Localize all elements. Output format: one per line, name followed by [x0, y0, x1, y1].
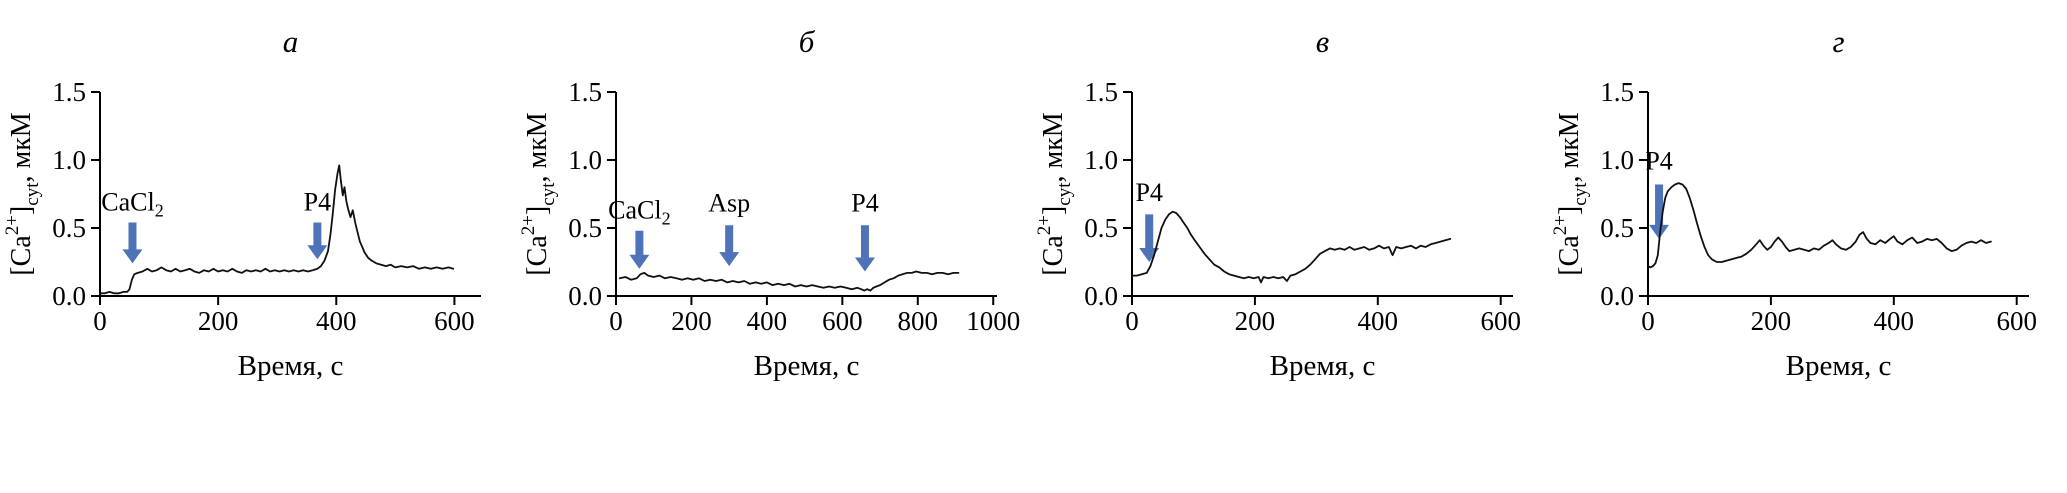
x-tick-label: 400 [1874, 306, 1915, 336]
x-tick-label: 400 [316, 306, 357, 336]
x-tick-label: 600 [1480, 306, 1521, 336]
x-tick-label: 400 [1358, 306, 1399, 336]
panel-title: б [799, 24, 816, 59]
data-trace [1647, 182, 1992, 269]
y-tick-label: 1.5 [568, 77, 602, 107]
x-tick-label: 800 [898, 306, 939, 336]
y-tick-label: 0.5 [568, 213, 602, 243]
annotation-label: Asp [708, 189, 750, 218]
panel-title: г [1832, 24, 1844, 59]
x-tick-label: 1000 [966, 306, 1020, 336]
y-tick-label: 1.5 [1600, 77, 1634, 107]
addition-arrow-icon [629, 230, 650, 269]
y-tick-label: 0.0 [568, 281, 602, 311]
panel-title: а [283, 24, 299, 59]
x-tick-label: 600 [1996, 306, 2037, 336]
x-tick-label: 200 [1235, 306, 1276, 336]
data-trace [618, 270, 960, 292]
addition-arrow-icon [1139, 214, 1160, 262]
y-axis-label: [Ca2+]cyt, мкМ [1550, 112, 1591, 276]
chart-panel: в 0 200 400 600 0.0 0.5 1.0 1.5 Время, с [Ca2+]cyt… [1032, 0, 1548, 493]
x-tick-label: 200 [671, 306, 712, 336]
y-axis-label: [Ca2+]cyt, мкМ [1034, 112, 1075, 276]
x-tick-label: 0 [1125, 306, 1139, 336]
chart-canvas: в 0 200 400 600 0.0 0.5 1.0 1.5 Время, с [Ca2+]cyt… [1034, 24, 1521, 382]
chart-panel: б 0 200 400 600 800 1000 0.0 0.5 1.0 1.5 Время, с [C… [516, 0, 1032, 493]
x-tick-label: 600 [434, 306, 475, 336]
annotation-label: P4 [304, 187, 331, 216]
annotation-label: P4 [851, 189, 878, 218]
annotation-label: CaCl2 [101, 187, 163, 220]
x-axis-label: Время, с [238, 350, 344, 382]
chart-canvas: г 0 200 400 600 0.0 0.5 1.0 1.5 Время, с [Ca2+]cyt… [1550, 24, 2037, 382]
y-tick-label: 1.0 [1600, 145, 1634, 175]
y-tick-label: 1.5 [52, 77, 86, 107]
panel-title: в [1316, 24, 1329, 59]
data-trace [1131, 210, 1452, 284]
y-axis-label: [Ca2+]cyt, мкМ [518, 112, 559, 276]
annotation-label: P4 [1135, 178, 1162, 207]
annotation-label: P4 [1645, 147, 1672, 176]
addition-arrow-icon [719, 225, 740, 267]
chart-canvas: а 0 200 400 600 0.0 0.5 1.0 1.5 Время, с [Ca2+]cyt… [2, 24, 481, 382]
y-tick-label: 0.5 [52, 213, 86, 243]
x-tick-label: 400 [747, 306, 788, 336]
y-tick-label: 1.5 [1084, 77, 1118, 107]
y-axis-label: [Ca2+]cyt, мкМ [2, 112, 43, 276]
x-tick-label: 0 [1641, 306, 1655, 336]
chart-canvas: б 0 200 400 600 800 1000 0.0 0.5 1.0 1.5 Время, с [C… [518, 24, 1020, 382]
x-tick-label: 600 [822, 306, 863, 336]
addition-arrow-icon [854, 225, 875, 272]
x-tick-label: 0 [609, 306, 623, 336]
chart-panel: г 0 200 400 600 0.0 0.5 1.0 1.5 Время, с [Ca2+]cyt… [1548, 0, 2064, 493]
y-tick-label: 1.0 [52, 145, 86, 175]
y-tick-label: 1.0 [1084, 145, 1118, 175]
addition-arrow-icon [307, 222, 328, 260]
data-trace [99, 164, 455, 295]
y-tick-label: 0.0 [52, 281, 86, 311]
chart-panel: а 0 200 400 600 0.0 0.5 1.0 1.5 Время, с [Ca2+]cyt… [0, 0, 516, 493]
y-tick-label: 0.5 [1084, 213, 1118, 243]
x-tick-label: 200 [1751, 306, 1792, 336]
annotation-label: CaCl2 [608, 195, 670, 228]
y-tick-label: 0.5 [1600, 213, 1634, 243]
x-tick-label: 200 [198, 306, 239, 336]
x-axis-label: Время, с [1786, 350, 1892, 382]
y-tick-label: 0.0 [1084, 281, 1118, 311]
addition-arrow-icon [1649, 184, 1670, 239]
x-axis-label: Время, с [1270, 350, 1376, 382]
addition-arrow-icon [122, 222, 143, 264]
y-tick-label: 1.0 [568, 145, 602, 175]
y-tick-label: 0.0 [1600, 281, 1634, 311]
x-axis-label: Время, с [754, 350, 860, 382]
x-tick-label: 0 [93, 306, 107, 336]
